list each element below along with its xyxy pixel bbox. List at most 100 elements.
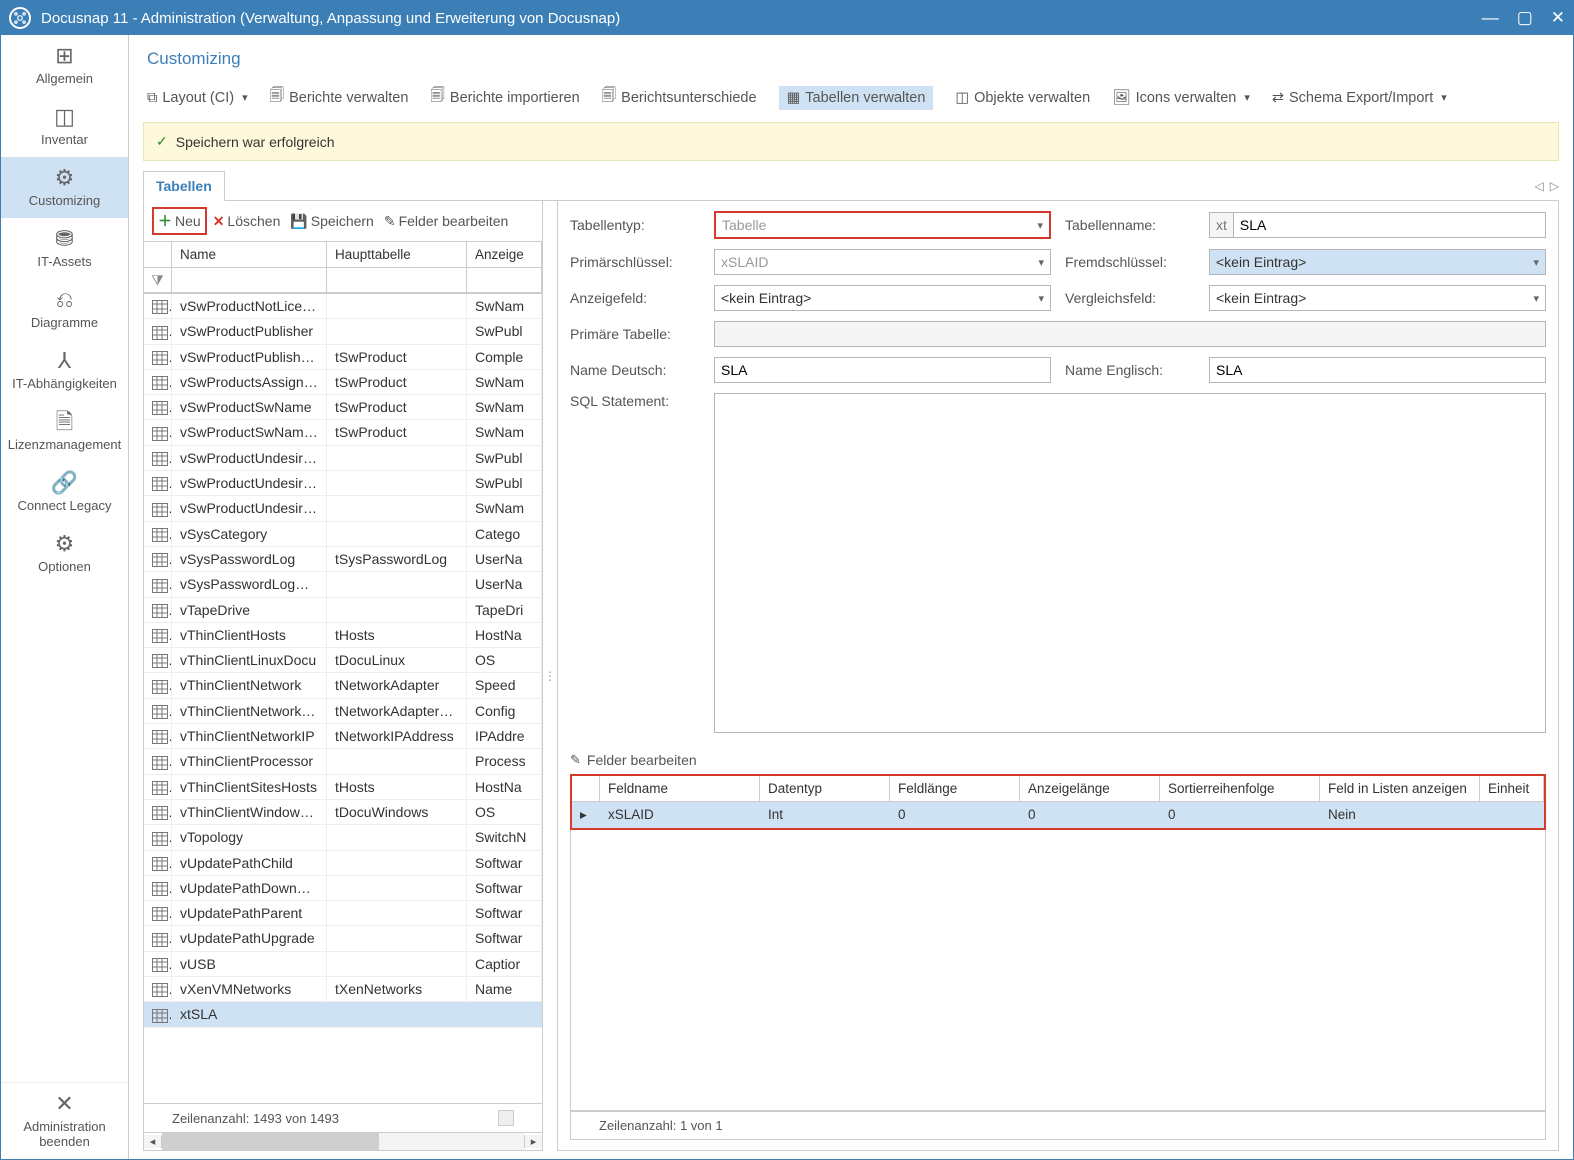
- table-row[interactable]: vThinClientWindowsDo…tDocuWindowsOS: [144, 800, 542, 825]
- fields-subheader[interactable]: ✎ Felder bearbeiten: [570, 752, 1546, 768]
- fields-table: Feldname Datentyp Feldlänge Anzeigelänge…: [570, 774, 1546, 830]
- primarykey-combo[interactable]: xSLAID▾: [714, 249, 1051, 275]
- fcol-displaylength[interactable]: Anzeigelänge: [1020, 776, 1160, 802]
- table-row[interactable]: vSysPasswordLogtSysPasswordLogUserNa: [144, 547, 542, 572]
- table-row[interactable]: vSwProductPublisherVa…tSwProductComple: [144, 345, 542, 370]
- table-row[interactable]: vTapeDriveTapeDri: [144, 598, 542, 623]
- toolbar-berichtsunterschiede[interactable]: 🗐Berichtsunterschiede: [602, 85, 757, 110]
- new-button[interactable]: ＋Neu: [152, 207, 207, 235]
- table-row[interactable]: vSwProductsAssignedtSwProductSwNam: [144, 370, 542, 395]
- sql-textarea: [714, 393, 1546, 733]
- toolbar-tabellen-verwalten[interactable]: ▦Tabellen verwalten: [779, 86, 934, 110]
- sidebar-item-customizing[interactable]: ⚙Customizing: [1, 157, 128, 218]
- table-row[interactable]: vSysPasswordLogUpdInsUserNa: [144, 572, 542, 597]
- table-icon: [144, 699, 172, 723]
- toolbar-berichte-importieren[interactable]: 🗐Berichte importieren: [430, 85, 579, 110]
- toolbar-berichte-verwalten[interactable]: 🗐Berichte verwalten: [270, 85, 409, 110]
- filter-icon[interactable]: ⧩: [144, 268, 172, 292]
- table-row[interactable]: vSwProductNotLicense…SwNam: [144, 293, 542, 319]
- field-row[interactable]: ▸xSLAIDInt000Nein: [572, 802, 1544, 828]
- gears-icon: ⚙: [55, 533, 75, 555]
- table-row[interactable]: vSwProductUndesiredL…SwPubl: [144, 471, 542, 496]
- coins-icon: ⛃: [55, 228, 73, 250]
- cell-main: tSwProduct: [327, 395, 467, 419]
- table-row[interactable]: vSysCategoryCatego: [144, 522, 542, 547]
- table-row[interactable]: vUSBCaptior: [144, 952, 542, 977]
- delete-button[interactable]: ✕Löschen: [209, 211, 285, 232]
- table-row[interactable]: vThinClientNetworktNetworkAdapterSpeed: [144, 673, 542, 698]
- table-row[interactable]: vSwProductSwNametSwProductSwNam: [144, 395, 542, 420]
- cell-sort: 0: [1160, 802, 1320, 828]
- table-row[interactable]: vUpdatePathParentSoftwar: [144, 901, 542, 926]
- table-row[interactable]: vUpdatePathUpgradeSoftwar: [144, 926, 542, 951]
- table-row[interactable]: vThinClientNetworkAd…tNetworkAdapterCon……: [144, 699, 542, 724]
- cell-main: [327, 851, 467, 875]
- fcol-showinlist[interactable]: Feld in Listen anzeigen: [1320, 776, 1480, 802]
- cell-name: vThinClientNetworkAd…: [172, 699, 327, 723]
- toolbar-layout-ci-[interactable]: ⧉Layout (CI): [147, 90, 248, 106]
- col-main[interactable]: Haupttabelle: [327, 242, 467, 267]
- tab-prev-icon[interactable]: ◁: [1535, 179, 1544, 193]
- sidebar-item-connect legacy[interactable]: 🔗Connect Legacy: [1, 462, 128, 523]
- cell-main: [327, 446, 467, 470]
- table-row[interactable]: vSwProductUndesiredL…SwNam: [144, 496, 542, 521]
- table-row[interactable]: xtSLA: [144, 1002, 542, 1027]
- label-tablename: Tabellenname:: [1065, 217, 1195, 233]
- horizontal-scrollbar[interactable]: ◂▸: [144, 1132, 542, 1150]
- table-row[interactable]: vXenVMNetworkstXenNetworksName: [144, 977, 542, 1002]
- save-button[interactable]: 💾Speichern: [286, 211, 377, 232]
- sidebar-item-optionen[interactable]: ⚙Optionen: [1, 523, 128, 584]
- cell-main: tSwProduct: [327, 420, 467, 444]
- cell-display: SwNam: [467, 496, 542, 520]
- toolbar-schema-export-import[interactable]: ⇄Schema Export/Import: [1272, 90, 1447, 106]
- toolbar-objekte-verwalten[interactable]: ◫Objekte verwalten: [955, 90, 1090, 106]
- name-en-input[interactable]: [1209, 357, 1546, 383]
- foreignkey-combo[interactable]: <kein Eintrag>▾: [1209, 249, 1546, 275]
- cell-display: UserNa: [467, 547, 542, 571]
- edit-fields-button[interactable]: ✎Felder bearbeiten: [380, 211, 512, 232]
- fcol-sort[interactable]: Sortierreihenfolge: [1160, 776, 1320, 802]
- grid-body[interactable]: vSwProductNotLicense…SwNamvSwProductPubl…: [144, 293, 542, 1103]
- fcol-length[interactable]: Feldlänge: [890, 776, 1020, 802]
- cell-name: vSwProductPublisher: [172, 319, 327, 343]
- fcol-type[interactable]: Datentyp: [760, 776, 890, 802]
- close-button[interactable]: ✕: [1551, 8, 1565, 28]
- name-de-input[interactable]: [714, 357, 1051, 383]
- cell-main: [327, 876, 467, 900]
- plus-icon: ＋: [158, 211, 172, 231]
- table-row[interactable]: vThinClientNetworkIPtNetworkIPAddressIPA…: [144, 724, 542, 749]
- sidebar-item-it-assets[interactable]: ⛃IT-Assets: [1, 218, 128, 279]
- sidebar-item-inventar[interactable]: ◫Inventar: [1, 96, 128, 157]
- pane-splitter[interactable]: ⋮: [543, 201, 557, 1151]
- maximize-button[interactable]: ▢: [1517, 8, 1533, 28]
- sidebar-item-allgemein[interactable]: ⊞Allgemein: [1, 35, 128, 96]
- table-row[interactable]: vSwProductUndesiredL…SwPubl: [144, 446, 542, 471]
- table-row[interactable]: vUpdatePathDowngradeSoftwar: [144, 876, 542, 901]
- sidebar-item-lizenzmanagement[interactable]: 🗎Lizenzmanagement: [1, 401, 128, 462]
- table-row[interactable]: vUpdatePathChildSoftwar: [144, 851, 542, 876]
- table-row[interactable]: vSwProductPublisherSwPubl: [144, 319, 542, 344]
- table-row[interactable]: vThinClientSitesHoststHostsHostNa: [144, 775, 542, 800]
- table-row[interactable]: vTopologySwitchN: [144, 825, 542, 850]
- tabletype-combo[interactable]: Tabelle▾: [714, 211, 1051, 239]
- table-row[interactable]: vThinClientProcessorProcess: [144, 749, 542, 774]
- comparefield-combo[interactable]: <kein Eintrag>▾: [1209, 285, 1546, 311]
- col-name[interactable]: Name: [172, 242, 327, 267]
- tablename-field[interactable]: xt: [1209, 212, 1546, 238]
- tab-tabellen[interactable]: Tabellen: [143, 171, 225, 201]
- tablename-input[interactable]: [1233, 212, 1546, 238]
- minimize-button[interactable]: —: [1482, 8, 1499, 28]
- sidebar-item-diagramme[interactable]: ⎌Diagramme: [1, 279, 128, 340]
- cell-main: [327, 319, 467, 343]
- sidebar-item-it-abhängigkeiten[interactable]: ⅄IT-Abhängigkeiten: [1, 340, 128, 401]
- table-row[interactable]: vThinClientLinuxDocutDocuLinuxOS: [144, 648, 542, 673]
- sidebar-exit[interactable]: ✕ Administration beenden: [1, 1082, 128, 1159]
- fcol-name[interactable]: Feldname: [600, 776, 760, 802]
- fcol-unit[interactable]: Einheit: [1480, 776, 1544, 802]
- tab-next-icon[interactable]: ▷: [1550, 179, 1559, 193]
- toolbar-icons-verwalten[interactable]: 🖼Icons verwalten: [1112, 89, 1250, 106]
- col-display[interactable]: Anzeige: [467, 242, 542, 267]
- displayfield-combo[interactable]: <kein Eintrag>▾: [714, 285, 1051, 311]
- table-row[interactable]: vSwProductSwNameVal…tSwProductSwNam: [144, 420, 542, 445]
- table-row[interactable]: vThinClientHoststHostsHostNa: [144, 623, 542, 648]
